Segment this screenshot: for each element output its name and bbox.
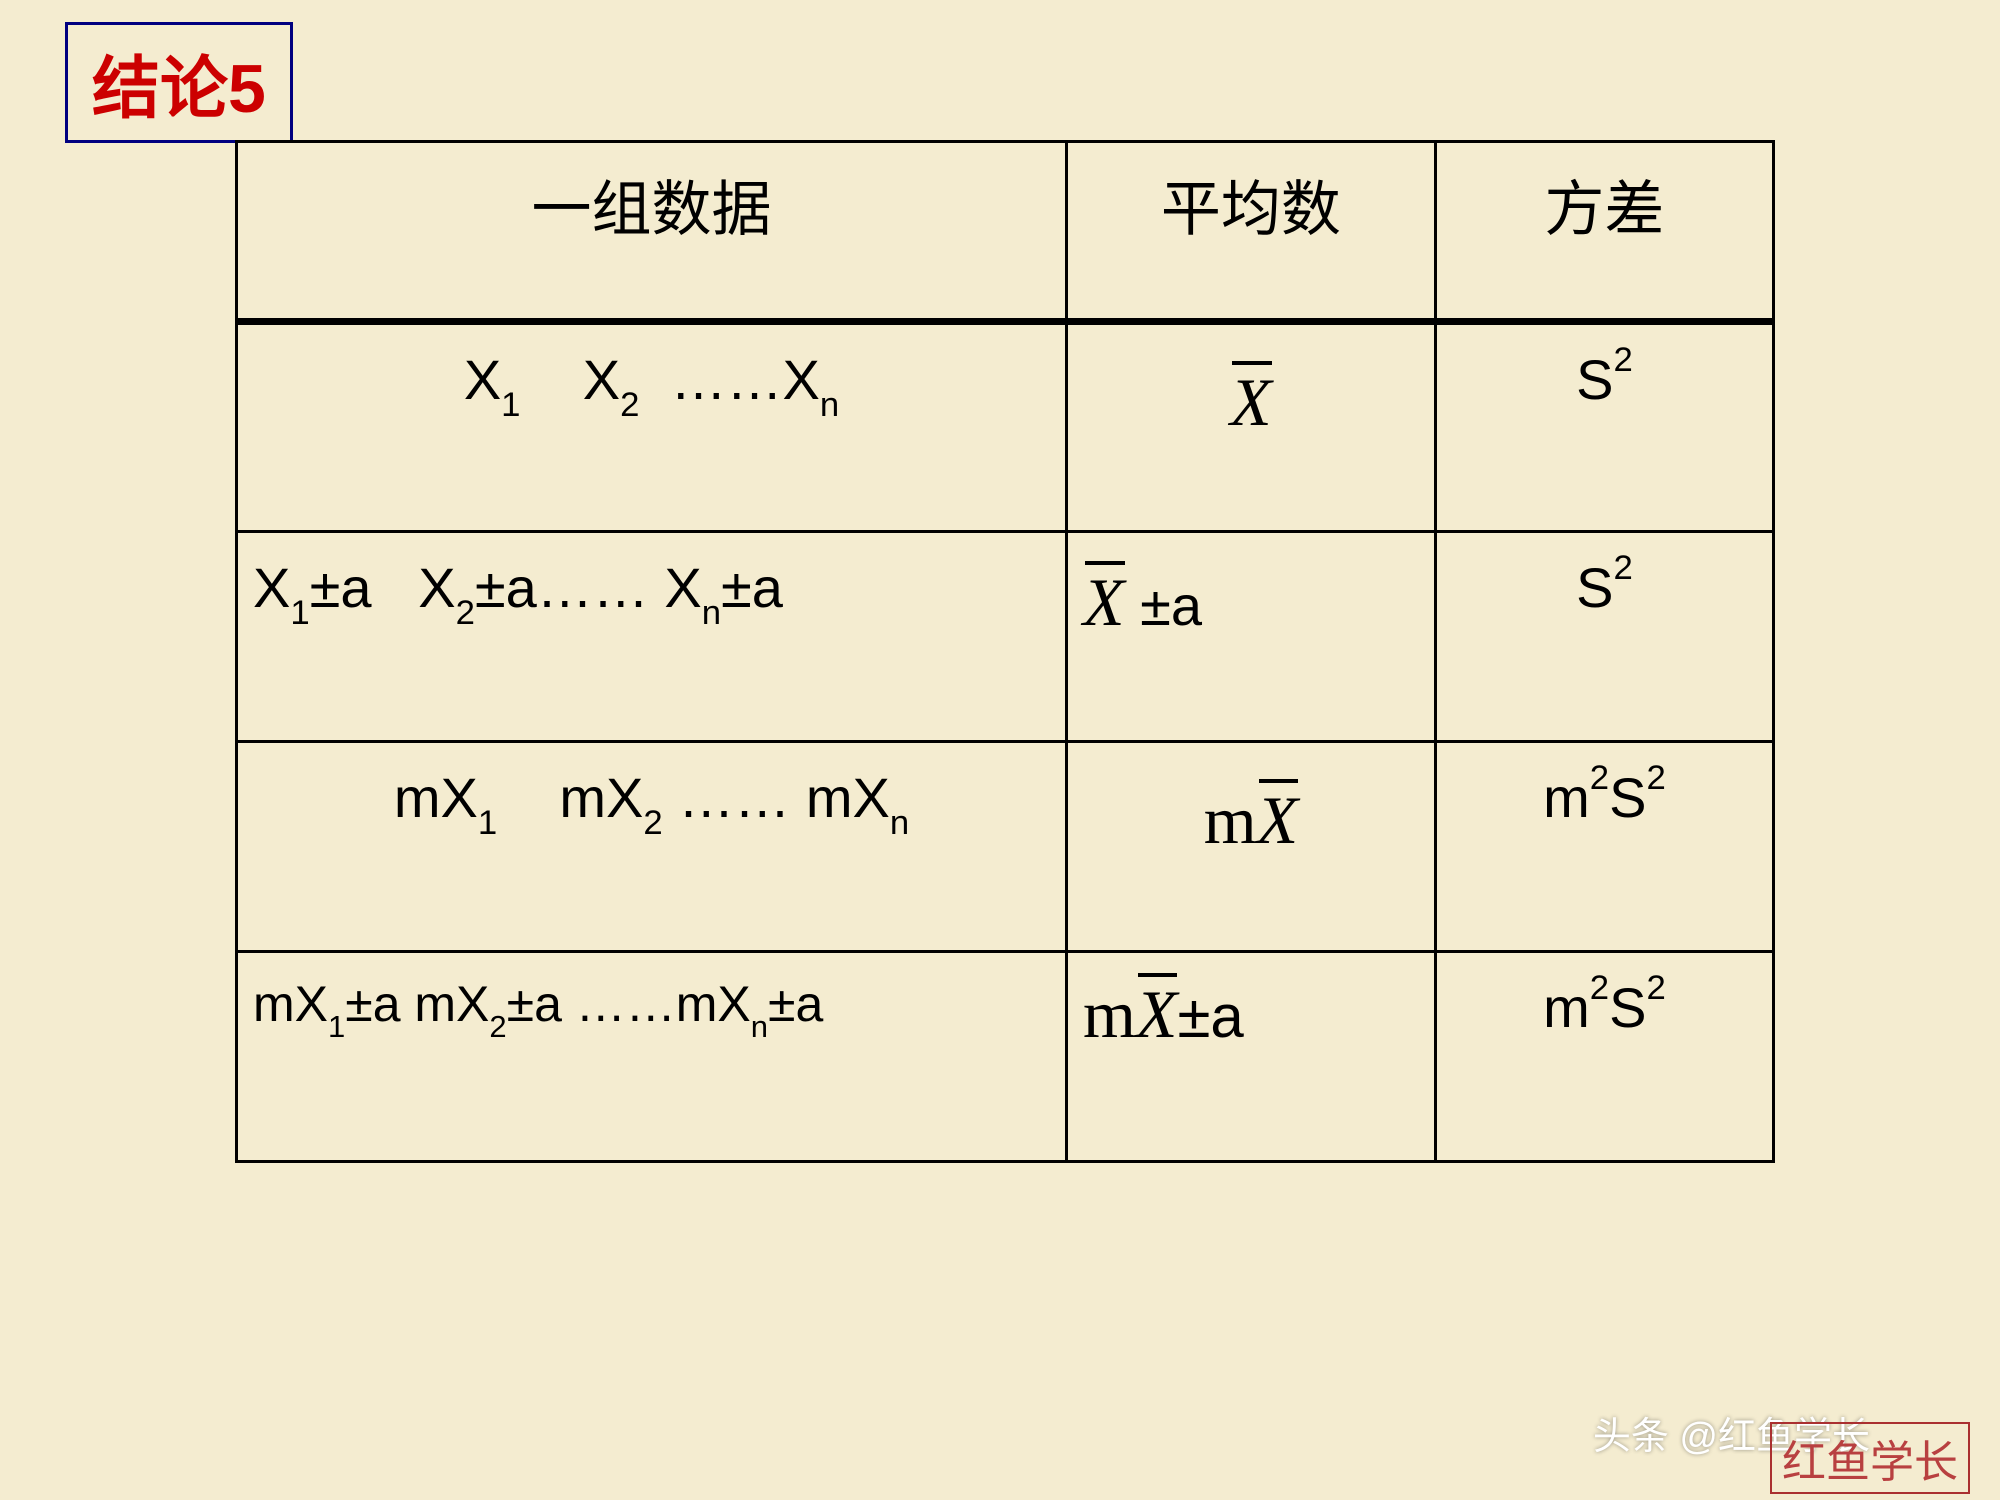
header-mean-column: 平均数 (1066, 142, 1435, 322)
conclusion-title: 结论5 (65, 22, 293, 143)
mean-cell: mX±a (1066, 952, 1435, 1162)
table-row: mX1±a mX2±a ……mXn±a mX±a m2S2 (237, 952, 1774, 1162)
table-header-row: 一组数据 平均数 方差 (237, 142, 1774, 322)
table-row: X1 X2 ……Xn X S2 (237, 322, 1774, 532)
statistics-table-container: 一组数据 平均数 方差 X1 X2 ……Xn X S2 X1±a X2±a…… … (235, 140, 1775, 1163)
data-cell: mX1±a mX2±a ……mXn±a (237, 952, 1067, 1162)
mean-cell: mX (1066, 742, 1435, 952)
variance-cell: S2 (1435, 532, 1773, 742)
statistics-table: 一组数据 平均数 方差 X1 X2 ……Xn X S2 X1±a X2±a…… … (235, 140, 1775, 1163)
variance-cell: m2S2 (1435, 742, 1773, 952)
table-row: X1±a X2±a…… Xn±a X ±a S2 (237, 532, 1774, 742)
mean-cell: X ±a (1066, 532, 1435, 742)
data-cell: X1±a X2±a…… Xn±a (237, 532, 1067, 742)
watermark-author: 红鱼学长 (1770, 1422, 1970, 1494)
variance-cell: S2 (1435, 322, 1773, 532)
data-cell: X1 X2 ……Xn (237, 322, 1067, 532)
header-variance-column: 方差 (1435, 142, 1773, 322)
variance-cell: m2S2 (1435, 952, 1773, 1162)
table-row: mX1 mX2 …… mXn mX m2S2 (237, 742, 1774, 952)
mean-cell: X (1066, 322, 1435, 532)
header-data-column: 一组数据 (237, 142, 1067, 322)
data-cell: mX1 mX2 …… mXn (237, 742, 1067, 952)
